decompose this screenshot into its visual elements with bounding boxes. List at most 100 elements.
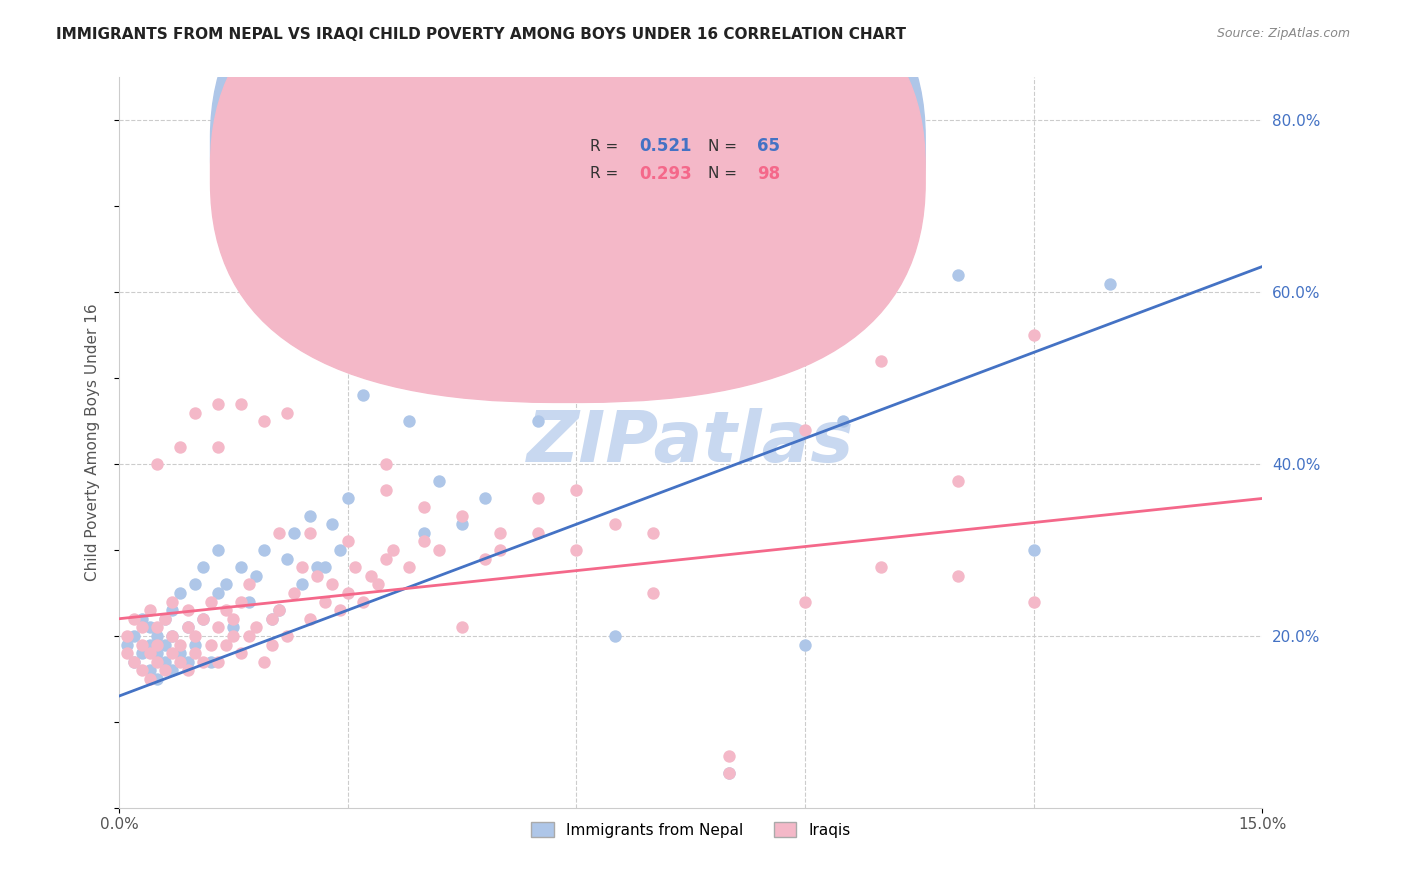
- Point: [138, 672, 160, 686]
- Point: [269, 603, 291, 617]
- Text: N =: N =: [707, 166, 742, 181]
- Point: [146, 629, 169, 643]
- Point: [870, 354, 893, 368]
- Point: [245, 568, 267, 582]
- Point: [260, 612, 283, 626]
- Point: [238, 594, 260, 608]
- Point: [215, 638, 238, 652]
- Point: [184, 577, 207, 591]
- Point: [946, 475, 969, 489]
- Point: [153, 612, 176, 626]
- Point: [794, 594, 817, 608]
- Point: [321, 577, 343, 591]
- Point: [307, 560, 329, 574]
- Point: [717, 766, 740, 780]
- Point: [382, 371, 405, 385]
- Point: [124, 655, 146, 669]
- Point: [124, 655, 146, 669]
- Point: [238, 577, 260, 591]
- Point: [336, 491, 359, 506]
- Point: [253, 655, 276, 669]
- FancyBboxPatch shape: [530, 118, 851, 209]
- Point: [489, 543, 512, 558]
- Point: [427, 543, 450, 558]
- Point: [382, 543, 405, 558]
- Point: [207, 655, 229, 669]
- Point: [489, 525, 512, 540]
- Point: [146, 655, 169, 669]
- Point: [527, 491, 550, 506]
- Point: [565, 483, 588, 497]
- Point: [398, 560, 420, 574]
- Point: [352, 594, 374, 608]
- Point: [641, 525, 664, 540]
- Point: [162, 663, 184, 677]
- Point: [124, 612, 146, 626]
- Text: R =: R =: [591, 166, 623, 181]
- Point: [146, 672, 169, 686]
- Point: [222, 629, 245, 643]
- Point: [169, 586, 191, 600]
- Point: [946, 268, 969, 282]
- Point: [162, 594, 184, 608]
- Point: [115, 629, 138, 643]
- Point: [176, 655, 198, 669]
- Point: [1022, 543, 1045, 558]
- Point: [314, 594, 336, 608]
- Point: [269, 603, 291, 617]
- Text: 65: 65: [756, 137, 780, 155]
- Point: [283, 525, 305, 540]
- Point: [162, 603, 184, 617]
- Point: [1022, 594, 1045, 608]
- Point: [184, 646, 207, 660]
- Text: N =: N =: [707, 138, 742, 153]
- Point: [238, 629, 260, 643]
- Point: [222, 612, 245, 626]
- Point: [153, 638, 176, 652]
- Point: [162, 629, 184, 643]
- Point: [329, 543, 352, 558]
- Point: [276, 551, 298, 566]
- Point: [870, 191, 893, 205]
- Point: [260, 612, 283, 626]
- Point: [229, 646, 252, 660]
- Point: [138, 620, 160, 634]
- Point: [794, 638, 817, 652]
- Point: [131, 612, 153, 626]
- Point: [184, 638, 207, 652]
- Point: [153, 612, 176, 626]
- Point: [329, 603, 352, 617]
- Point: [717, 766, 740, 780]
- Point: [451, 517, 474, 532]
- Point: [603, 629, 626, 643]
- Point: [374, 551, 396, 566]
- Point: [176, 620, 198, 634]
- Point: [146, 620, 169, 634]
- Point: [283, 586, 305, 600]
- Point: [191, 560, 214, 574]
- Point: [153, 655, 176, 669]
- Point: [115, 646, 138, 660]
- Point: [276, 405, 298, 419]
- Point: [1022, 328, 1045, 343]
- FancyBboxPatch shape: [211, 0, 925, 375]
- Point: [131, 620, 153, 634]
- Point: [717, 749, 740, 764]
- Point: [176, 663, 198, 677]
- Point: [321, 517, 343, 532]
- Point: [374, 483, 396, 497]
- Point: [336, 586, 359, 600]
- Point: [131, 638, 153, 652]
- Point: [222, 620, 245, 634]
- Point: [269, 525, 291, 540]
- Point: [253, 414, 276, 428]
- Point: [398, 414, 420, 428]
- Point: [641, 586, 664, 600]
- Point: [169, 655, 191, 669]
- Point: [176, 603, 198, 617]
- Point: [131, 646, 153, 660]
- Point: [367, 328, 389, 343]
- Point: [832, 414, 855, 428]
- Point: [367, 577, 389, 591]
- Point: [565, 543, 588, 558]
